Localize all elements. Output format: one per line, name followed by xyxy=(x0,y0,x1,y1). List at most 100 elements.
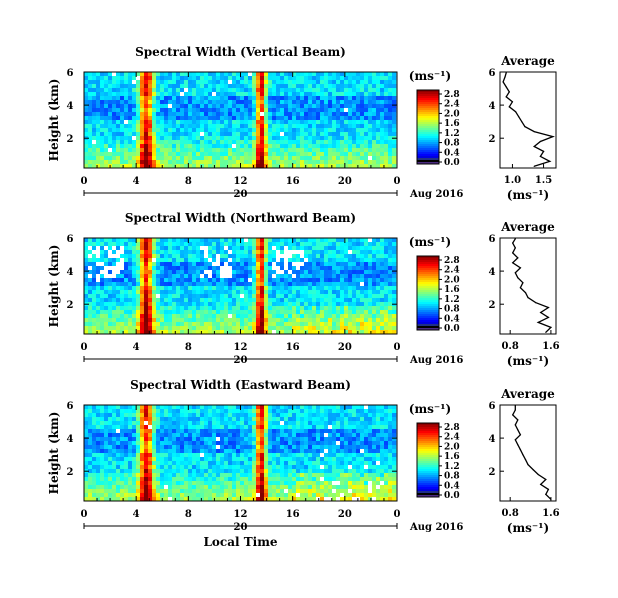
x-tick-label: 4 xyxy=(133,342,140,353)
panel-title: Spectral Width (Northward Beam) xyxy=(125,211,356,225)
profile-point xyxy=(543,150,545,152)
profile-point xyxy=(518,116,520,118)
profile-point xyxy=(514,424,516,426)
profile-point xyxy=(517,277,519,279)
panel-1: Spectral Width (Vertical Beam)0 4 8 12 16 20 0… xyxy=(47,45,557,202)
heatmap xyxy=(84,238,397,335)
colorbar-tick-label: 2.8 xyxy=(444,423,460,433)
colorbar-tick-label: 1.6 xyxy=(444,452,460,462)
profile-point xyxy=(547,488,550,490)
average-profile: Average 6 4 2 0.8 1.6 (ms⁻¹) xyxy=(489,387,560,535)
colorbar-frame xyxy=(416,422,440,498)
profile-point xyxy=(512,414,514,416)
average-profile: Average 6 4 2 0.8 1.6 (ms⁻¹) xyxy=(489,220,560,368)
profile-point xyxy=(521,121,523,123)
profile-point xyxy=(514,247,516,249)
heatmap xyxy=(84,405,397,502)
x-tick-label: 0 xyxy=(81,176,88,187)
profile-point xyxy=(532,469,534,471)
profile-point xyxy=(537,473,539,476)
profile-point xyxy=(514,409,516,411)
colorbar-unit: (ms⁻¹) xyxy=(409,235,451,249)
profile-frame xyxy=(499,71,557,169)
profile-line xyxy=(502,72,555,167)
profile-point xyxy=(522,454,524,456)
profile-point xyxy=(502,81,504,83)
profile-x-tick-label: 1.0 xyxy=(504,175,521,186)
colorbar-tick-label: 2.0 xyxy=(444,442,460,452)
profile-line xyxy=(511,405,552,500)
profile-x-tick-label: 0.8 xyxy=(501,341,518,352)
profile-y-tick-label: 4 xyxy=(489,101,496,112)
colorbar-tick-label: 0.4 xyxy=(444,148,460,158)
profile-point xyxy=(540,311,542,314)
y-tick-label: 4 xyxy=(67,434,74,445)
y-tick-label: 4 xyxy=(67,267,74,278)
profile-point xyxy=(545,331,547,333)
x-tick-label: 0 xyxy=(394,176,401,187)
x-tick-label: 20 xyxy=(338,342,352,353)
colorbar-tick-label: 0.0 xyxy=(444,158,460,168)
profile-x-tick-label: 1.6 xyxy=(542,341,559,352)
y-tick-label: 2 xyxy=(67,467,74,478)
colorbar-tick-label: 1.6 xyxy=(444,119,460,129)
heatmap xyxy=(84,72,397,169)
profile-point xyxy=(545,478,547,481)
colorbar-frame xyxy=(416,255,440,331)
profile-point xyxy=(517,429,519,431)
profile-x-axis-label: (ms⁻¹) xyxy=(507,188,549,202)
profile-frame xyxy=(499,237,557,335)
profile-point xyxy=(545,493,547,495)
x-tick-label: 0 xyxy=(81,509,88,520)
profile-y-tick-label: 2 xyxy=(489,134,496,145)
x-tick-label: 12 xyxy=(234,342,248,353)
x-tick-label: 8 xyxy=(185,509,192,520)
profile-point xyxy=(505,86,507,88)
profile-y-tick-label: 6 xyxy=(489,401,496,412)
y-tick-label: 6 xyxy=(67,401,74,412)
panel-title: Spectral Width (Eastward Beam) xyxy=(130,378,351,392)
x-axis-label: Local Time xyxy=(203,535,277,549)
colorbar xyxy=(416,89,442,165)
profile-frame xyxy=(499,404,557,502)
profile-point xyxy=(514,238,516,240)
profile-point xyxy=(547,316,550,318)
x-tick-label: 20 xyxy=(338,176,352,187)
colorbar-tick-label: 0.4 xyxy=(444,314,460,324)
date-label: Aug 2016 xyxy=(409,189,463,200)
date-label: Aug 2016 xyxy=(409,355,463,366)
x-tick-label: 12 xyxy=(234,509,248,520)
y-axis-label: Height (km) xyxy=(47,79,61,162)
profile-point xyxy=(522,282,524,284)
y-tick-label: 4 xyxy=(67,101,74,112)
profile-point xyxy=(512,252,514,254)
y-tick-label: 2 xyxy=(67,134,74,145)
y-tick-label: 2 xyxy=(67,300,74,311)
profile-line xyxy=(511,238,553,333)
profile-point xyxy=(552,136,554,138)
colorbar-tick-label: 0.4 xyxy=(444,481,460,491)
profile-title: Average xyxy=(500,54,555,68)
colorbar-tick-label: 0.0 xyxy=(444,491,460,501)
y-axis-label: Height (km) xyxy=(47,412,61,495)
profile-point xyxy=(537,321,539,323)
profile-point xyxy=(511,101,513,103)
profile-point xyxy=(533,165,535,167)
x-tick-label: 0 xyxy=(394,509,401,520)
colorbar-tick-label: 2.4 xyxy=(444,433,460,443)
x-tick-label: 16 xyxy=(286,509,300,520)
profile-x-axis-label: (ms⁻¹) xyxy=(507,521,549,535)
colorbar-frame xyxy=(416,89,440,165)
profile-y-tick-label: 2 xyxy=(489,467,496,478)
panel-2: Spectral Width (Northward Beam)0 4 8 12 16 20… xyxy=(47,211,560,368)
colorbar-tick-label: 1.2 xyxy=(444,462,460,472)
profile-x-tick-label: 1.6 xyxy=(542,508,559,519)
profile-point xyxy=(533,145,535,148)
profile-point xyxy=(514,439,516,441)
profile-title: Average xyxy=(500,387,555,401)
profile-point xyxy=(508,91,510,93)
x-tick-label: 4 xyxy=(133,509,140,520)
colorbar xyxy=(416,422,442,498)
x-tick-label: 4 xyxy=(133,176,140,187)
profile-point xyxy=(519,434,522,436)
